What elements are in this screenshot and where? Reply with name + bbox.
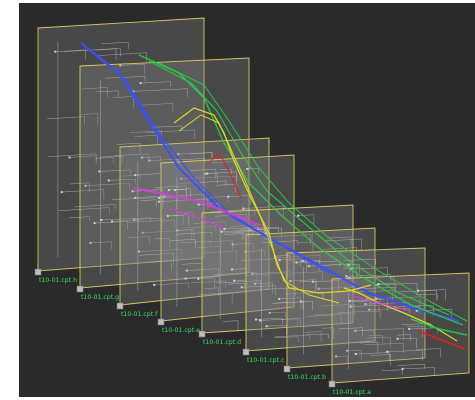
trace-magenta: [133, 186, 260, 227]
layer-handle-icon[interactable]: [328, 380, 336, 388]
trace-yellow: [178, 114, 340, 304]
layer-label: t10-01.cpt.c: [247, 357, 285, 364]
layer-handle-icon[interactable]: [242, 348, 250, 356]
layer-handle-icon[interactable]: [198, 330, 206, 338]
trace-blue: [84, 46, 330, 274]
layer-label: t10-01.cpt.g: [81, 294, 119, 301]
layer-handle-icon[interactable]: [76, 285, 84, 293]
layer-panel-frame: [160, 154, 295, 322]
layer-stack-view: t10-01.cpt.h t10-01.cpt.g t10-01.cpt.f t10-…: [19, 3, 475, 397]
trace-red: [208, 152, 242, 199]
layer-label: t10-01.cpt.b: [288, 374, 326, 381]
layer-panel: [328, 272, 470, 388]
layer-panel-frame: [79, 57, 250, 289]
layer-panel-frame: [201, 204, 354, 334]
trace-magenta: [348, 294, 412, 312]
layer-handle-icon[interactable]: [283, 365, 291, 373]
layer-label: t10-01.cpt.h: [39, 277, 77, 284]
layer-panel-frame: [331, 272, 470, 384]
trace-magenta: [168, 207, 225, 229]
layer-label: t10-01.cpt.e: [162, 327, 200, 334]
layer-panel-frame: [37, 17, 205, 272]
layer-stack-diagram: t10-01.cpt.h t10-01.cpt.g t10-01.cpt.f t10-…: [19, 3, 475, 397]
layer-handle-icon[interactable]: [157, 318, 165, 326]
trace-green: [148, 60, 450, 316]
layer-label: t10-01.cpt.a: [333, 389, 371, 396]
trace-red: [418, 330, 466, 350]
circuit-schematic: [216, 214, 324, 332]
circuit-schematic: [93, 76, 237, 258]
layer-panel-frame: [245, 227, 376, 352]
layer-label: t10-01.cpt.f: [121, 311, 158, 318]
canvas-background: [19, 3, 475, 397]
layer-handle-icon[interactable]: [34, 268, 42, 276]
trace-blue: [80, 42, 460, 323]
layer-label: t10-01.cpt.d: [203, 339, 241, 346]
trace-green: [158, 62, 468, 322]
layer-handle-icon[interactable]: [116, 302, 124, 310]
layer-panel: [76, 57, 250, 293]
layer-panel: [242, 227, 376, 356]
trace-green: [410, 318, 468, 336]
layer-panel: [198, 204, 354, 338]
trace-green: [138, 54, 464, 326]
